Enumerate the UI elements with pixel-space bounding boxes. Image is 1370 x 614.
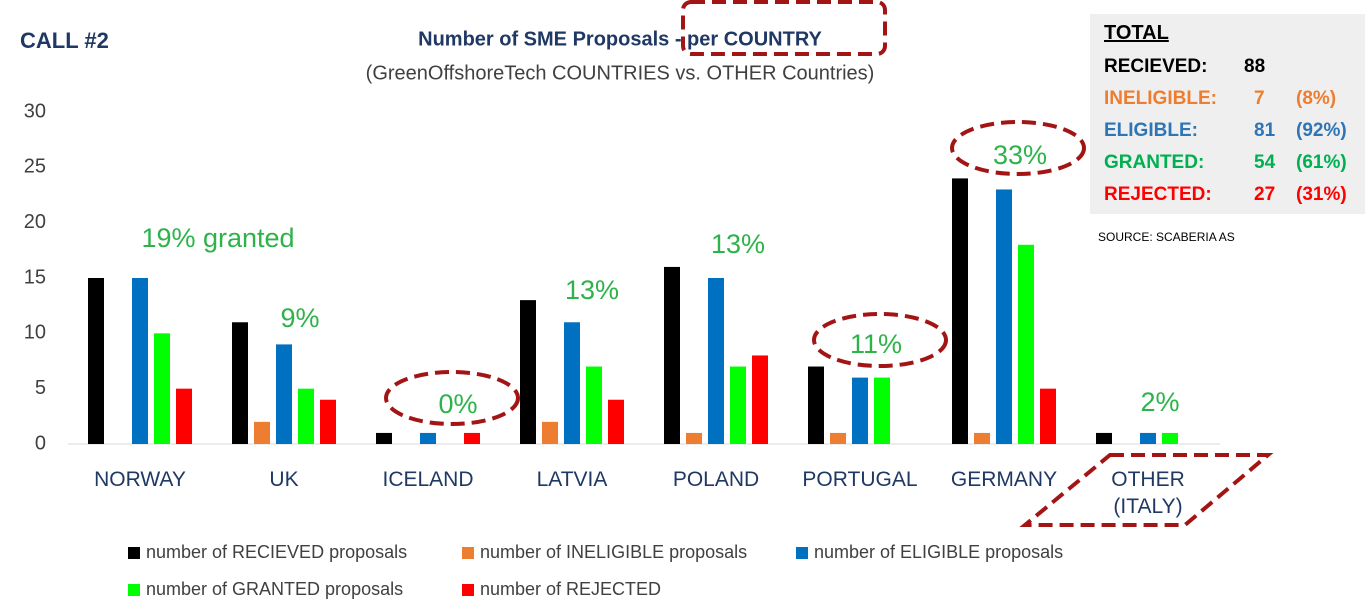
y-tick-label: 5 (35, 377, 46, 399)
totals-label: REJECTED: (1104, 184, 1212, 205)
annotation: 9% (280, 303, 319, 333)
bar (586, 366, 602, 444)
legend-swatch (462, 584, 474, 596)
totals-label: RECIEVED: (1104, 56, 1208, 77)
totals-value: 54 (1254, 152, 1276, 173)
totals-value: 27 (1254, 184, 1276, 205)
bar (874, 377, 890, 444)
bar (464, 432, 480, 444)
bar (1096, 432, 1112, 444)
bar (132, 278, 148, 444)
bar (664, 266, 680, 444)
call-label: CALL #2 (20, 28, 109, 53)
y-tick-label: 10 (24, 322, 46, 344)
annotation: 13% (711, 229, 765, 259)
legend-label: number of ELIGIBLE proposals (814, 542, 1063, 562)
annotation: 13% (565, 275, 619, 305)
totals-box: TOTAL RECIEVED: 88 INELIGIBLE: 7 (8%) ELIGIBLE… (1090, 14, 1365, 214)
legend-label: number of RECIEVED proposals (146, 542, 407, 562)
bar (830, 432, 846, 444)
bar (276, 344, 292, 444)
bar (686, 432, 702, 444)
bar (520, 300, 536, 444)
x-tick-label: UK (269, 468, 299, 491)
bar (1040, 388, 1056, 444)
annotation: 0% (438, 389, 477, 419)
legend-label: number of REJECTED (480, 579, 661, 599)
legend-label: number of INELIGIBLE proposals (480, 542, 747, 562)
totals-label: GRANTED: (1104, 152, 1205, 173)
totals-label: ELIGIBLE: (1104, 120, 1198, 141)
totals-title: TOTAL (1104, 22, 1169, 44)
highlight-ellipse (384, 370, 520, 426)
highlight-ellipse (812, 312, 948, 368)
legend-swatch (128, 547, 140, 559)
bar (730, 366, 746, 444)
highlight-box (681, 0, 887, 56)
legend-swatch (462, 547, 474, 559)
legend-swatch (796, 547, 808, 559)
totals-share: (92%) (1296, 120, 1347, 141)
annotation: 19% granted (141, 223, 294, 253)
x-tick-label: NORWAY (94, 468, 186, 491)
source: SOURCE: SCABERIA AS (1098, 230, 1235, 244)
annotation: 11% (850, 329, 902, 359)
bar (298, 388, 314, 444)
bar (974, 432, 990, 444)
annotation: 2% (1140, 387, 1179, 417)
totals-value: 7 (1254, 88, 1265, 109)
bar (176, 388, 192, 444)
highlight-ellipse (950, 120, 1086, 176)
bar (320, 399, 336, 444)
bar (1140, 432, 1156, 444)
chart-subtitle: (GreenOffshoreTech COUNTRIES vs. OTHER C… (366, 62, 875, 84)
bar (952, 178, 968, 444)
bar (88, 278, 104, 444)
legend-label: number of GRANTED proposals (146, 579, 403, 599)
y-tick-label: 15 (24, 266, 46, 288)
totals-share: (31%) (1296, 184, 1347, 205)
bar (420, 432, 436, 444)
x-tick-label: ICELAND (382, 468, 474, 491)
bar (752, 355, 768, 444)
bar (808, 366, 824, 444)
bar (1018, 244, 1034, 444)
totals-value: 81 (1254, 120, 1276, 141)
totals-value: 88 (1244, 56, 1266, 77)
annotation: 33% (993, 140, 1047, 170)
bar (232, 322, 248, 444)
x-tick-label: LATVIA (536, 468, 608, 491)
bar (708, 278, 724, 444)
highlight-parallelogram (1019, 453, 1274, 527)
totals-share: (61%) (1296, 152, 1347, 173)
bar (542, 421, 558, 444)
bar (376, 432, 392, 444)
x-tick-label: POLAND (672, 468, 760, 491)
bar (564, 322, 580, 444)
bar (608, 399, 624, 444)
totals-label: INELIGIBLE: (1104, 88, 1217, 109)
y-tick-label: 25 (24, 156, 46, 178)
bar (1162, 432, 1178, 444)
bar (154, 333, 170, 444)
x-tick-label: GERMANY (950, 468, 1058, 491)
chart-title: Number of SME Proposals - per COUNTRY (418, 28, 822, 50)
y-tick-label: 0 (35, 432, 46, 454)
y-tick-label: 20 (24, 211, 46, 233)
bar (852, 377, 868, 444)
legend-swatch (128, 584, 140, 596)
totals-share: (8%) (1296, 88, 1337, 109)
bar (996, 189, 1012, 444)
bar (254, 421, 270, 444)
x-tick-label: PORTUGAL (802, 468, 918, 491)
y-tick-label: 30 (24, 100, 46, 122)
x-tick-label: OTHER (ITALY) (1111, 468, 1185, 518)
